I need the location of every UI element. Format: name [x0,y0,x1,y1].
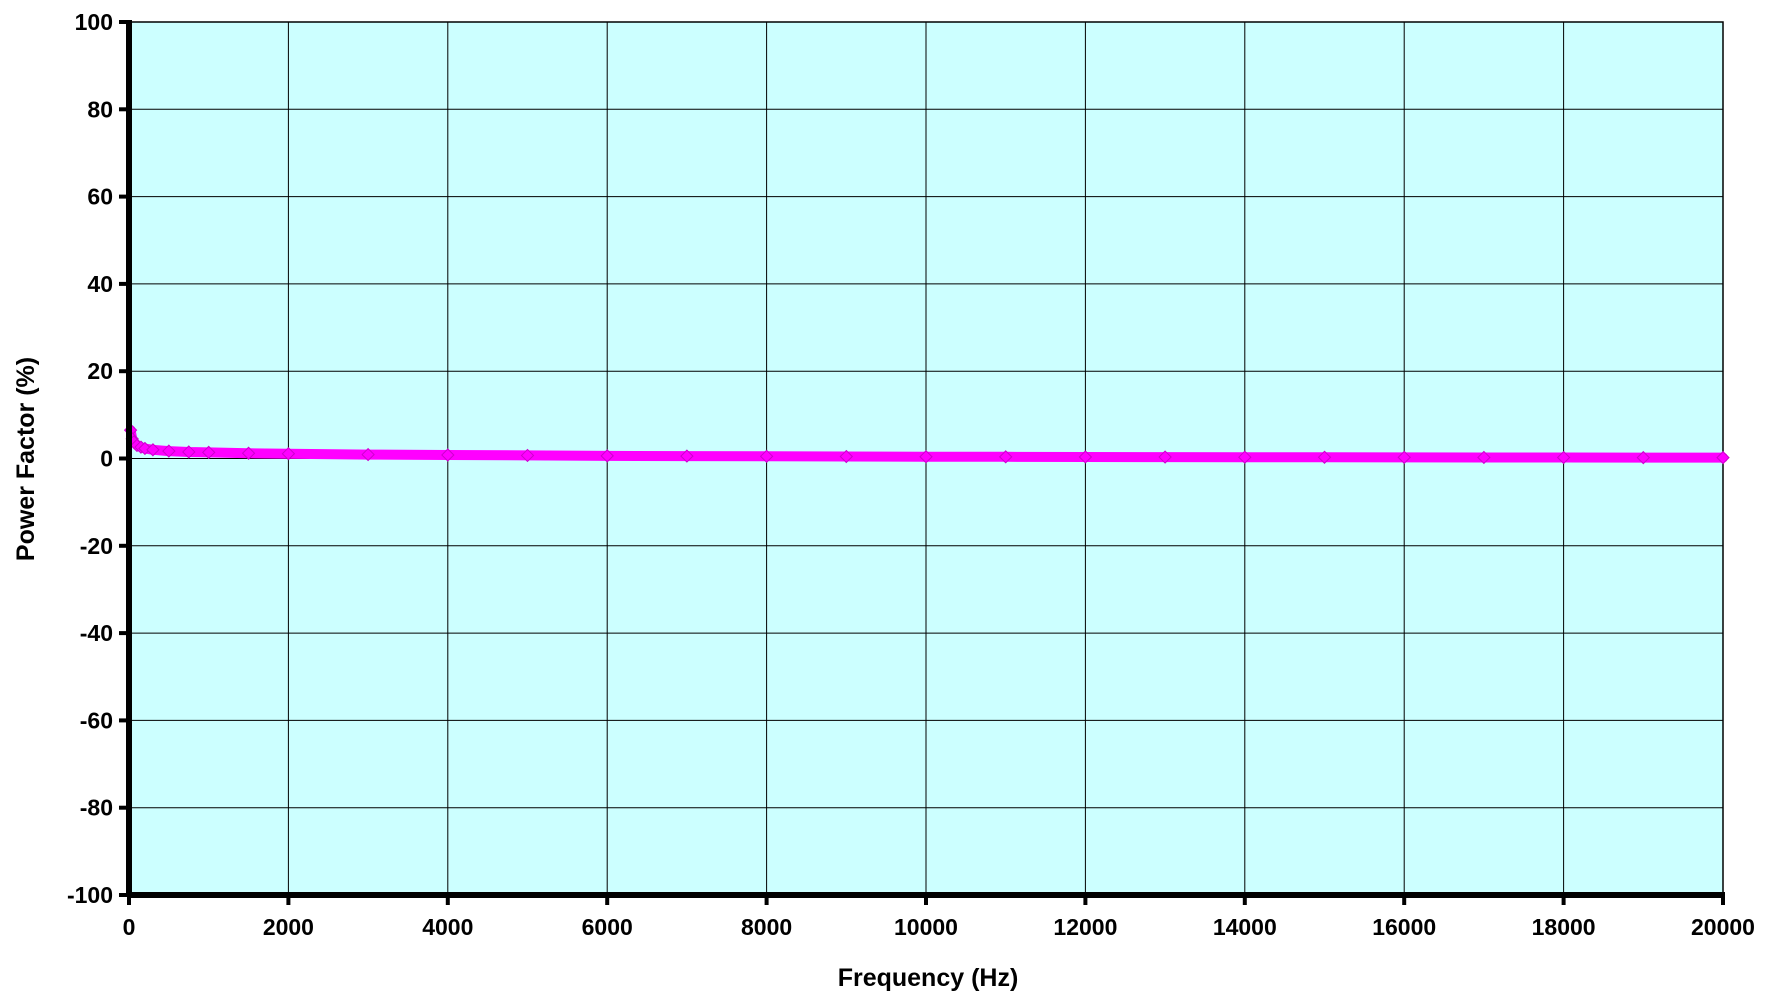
data-point [241,446,256,460]
data-point [361,447,375,462]
x-axis-title: Frequency (Hz) [838,964,1019,992]
data-point [1078,450,1093,464]
data-point [998,450,1013,464]
x-tick-label: 4000 [422,914,473,940]
data-point [1397,450,1411,465]
y-tick-label: 40 [87,271,113,297]
y-tick-label: 100 [75,9,113,35]
x-tick-label: 14000 [1213,914,1277,940]
data-point [441,448,455,462]
y-tick-label: 20 [87,358,113,384]
y-tick-label: -80 [80,795,113,821]
data-point [1238,450,1252,464]
x-tick-label: 0 [123,914,136,940]
data-point [759,449,774,464]
y-tick-label: -20 [80,533,113,559]
x-tick-label: 8000 [741,914,792,940]
y-tick-label: -60 [80,707,113,733]
data-point [1556,450,1571,465]
x-tick-label: 10000 [894,914,958,940]
y-axis-title: Power Factor (%) [12,357,40,561]
y-tick-label: -100 [67,882,113,908]
y-tick-label: -40 [80,620,113,646]
data-point [1317,450,1332,464]
y-tick-label: 0 [100,446,113,472]
data-point [162,444,176,458]
data-point [1477,450,1491,465]
data-point [281,446,296,461]
data-point [680,449,694,463]
data-point [146,443,160,457]
y-tick-label: 80 [87,96,113,122]
x-tick-label: 6000 [582,914,633,940]
data-point [839,449,854,464]
data-point [1158,450,1172,464]
y-tick-label: 60 [87,184,113,210]
data-point [1636,450,1651,465]
x-tick-label: 12000 [1053,914,1117,940]
data-point [182,445,196,459]
data-point [600,449,614,463]
data-point [919,450,933,464]
x-tick-label: 18000 [1532,914,1596,940]
x-tick-label: 20000 [1691,914,1755,940]
data-point [201,445,216,460]
data-point [1716,450,1730,465]
data-point [520,448,535,463]
x-tick-label: 2000 [263,914,314,940]
x-tick-label: 16000 [1372,914,1436,940]
